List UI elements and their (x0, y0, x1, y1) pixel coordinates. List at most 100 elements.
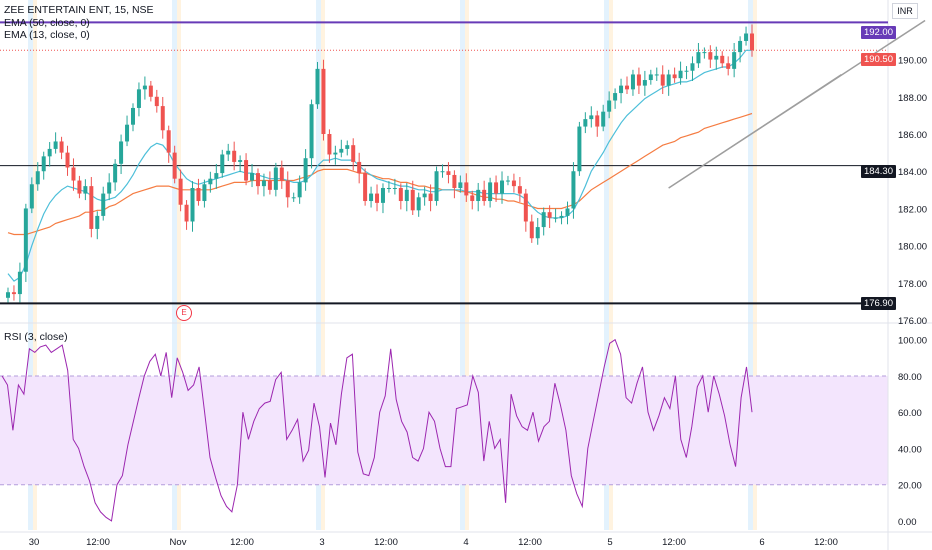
trendline-secondary (668, 74, 842, 189)
candle-body (732, 52, 737, 69)
candle-body (333, 152, 338, 155)
candle-body (178, 178, 183, 205)
candle-body (29, 184, 34, 209)
candle-body (315, 68, 320, 105)
candle-body (226, 150, 231, 155)
time-tick-label: Nov (170, 537, 187, 548)
candle-body (339, 148, 344, 153)
candle-body (696, 52, 701, 64)
candle-body (327, 134, 332, 155)
candle-body (428, 193, 433, 202)
candle-body (416, 197, 421, 211)
candle-body (35, 171, 40, 185)
price-tag-last: 190.50 (860, 53, 896, 66)
price-tag-184-30: 184.30 (860, 165, 896, 178)
candle-body (309, 104, 314, 159)
candle-body (380, 187, 385, 203)
session-stripe-blue-0 (28, 0, 33, 530)
candle-body (440, 171, 445, 173)
candle-body (434, 171, 439, 202)
candle-body (184, 204, 189, 222)
candle-body (6, 292, 10, 298)
candle-body (41, 156, 46, 172)
candle-body (113, 163, 118, 183)
price-tick-label: 184.00 (898, 167, 927, 178)
candle-body (494, 182, 499, 194)
candle-body (303, 158, 308, 183)
time-tick-label: 12:00 (662, 537, 686, 548)
candle-body (601, 111, 606, 127)
candle-body (505, 180, 510, 182)
candle-body (648, 74, 653, 81)
candle-body (500, 180, 505, 194)
candle-body (529, 221, 534, 239)
rsi-tick-label: 60.00 (898, 408, 922, 419)
candle-body (750, 33, 754, 51)
candle-body (595, 115, 600, 127)
candle-body (738, 40, 743, 53)
candle-body (690, 63, 695, 71)
session-stripe-orange-1 (177, 0, 181, 530)
candle-body (458, 182, 463, 188)
candle-body (107, 182, 112, 194)
candle-body (363, 173, 368, 202)
candle-body (476, 189, 481, 202)
candle-body (470, 195, 475, 202)
candle-body (89, 186, 94, 229)
candle-body (565, 208, 570, 216)
candle-body (267, 180, 272, 190)
candle-body (23, 208, 28, 272)
candle-body (630, 74, 635, 90)
time-tick-label: 12:00 (230, 537, 254, 548)
candle-body (285, 180, 290, 198)
candle-body (369, 193, 374, 202)
price-tag-192: 192.00 (860, 26, 896, 39)
candle-body (59, 141, 64, 153)
candle-body (244, 160, 249, 181)
candle-body (17, 271, 22, 295)
time-tick-label: 12:00 (814, 537, 838, 548)
candle-body (672, 74, 677, 79)
candle-body (547, 212, 552, 218)
candle-body (607, 100, 612, 112)
candle-body (297, 182, 302, 198)
candle-body (220, 154, 225, 174)
candle-body (452, 174, 457, 188)
candle-body (255, 173, 260, 187)
price-tag-176-90: 176.90 (860, 297, 896, 310)
earnings-marker[interactable]: E (176, 305, 192, 321)
candle-body (351, 145, 356, 162)
rsi-tick-label: 20.00 (898, 481, 922, 492)
price-tick-label: 176.00 (898, 316, 927, 327)
candle-body (190, 187, 195, 222)
time-tick-label: 12:00 (374, 537, 398, 548)
candle-body (291, 197, 296, 199)
session-stripe-orange-3 (465, 0, 469, 530)
candle-body (154, 96, 159, 107)
session-stripe-blue-4 (604, 0, 609, 530)
price-tick-label: 186.00 (898, 130, 927, 141)
ema50-legend: EMA (50, close, 0) (4, 17, 90, 29)
session-stripe-blue-5 (748, 0, 753, 530)
candle-body (541, 212, 546, 228)
candle-body (619, 85, 624, 94)
time-tick-label: 12:00 (86, 537, 110, 548)
price-tick-label: 180.00 (898, 242, 927, 253)
candle-body (148, 85, 153, 97)
candle-body (410, 189, 415, 211)
candle-body (702, 52, 707, 54)
candle-body (273, 167, 278, 190)
candle-body (511, 180, 516, 187)
candle-body (119, 141, 124, 164)
rsi-legend: RSI (3, close) (4, 331, 68, 343)
candle-body (678, 70, 683, 79)
session-stripe-blue-3 (460, 0, 465, 530)
candle-body (720, 55, 725, 64)
candle-body (95, 215, 100, 229)
currency-button[interactable]: INR (892, 3, 918, 19)
candle-body (589, 115, 594, 120)
candle-body (279, 167, 284, 181)
price-tick-label: 190.00 (898, 56, 927, 67)
candle-body (708, 52, 713, 60)
candle-body (357, 161, 362, 174)
